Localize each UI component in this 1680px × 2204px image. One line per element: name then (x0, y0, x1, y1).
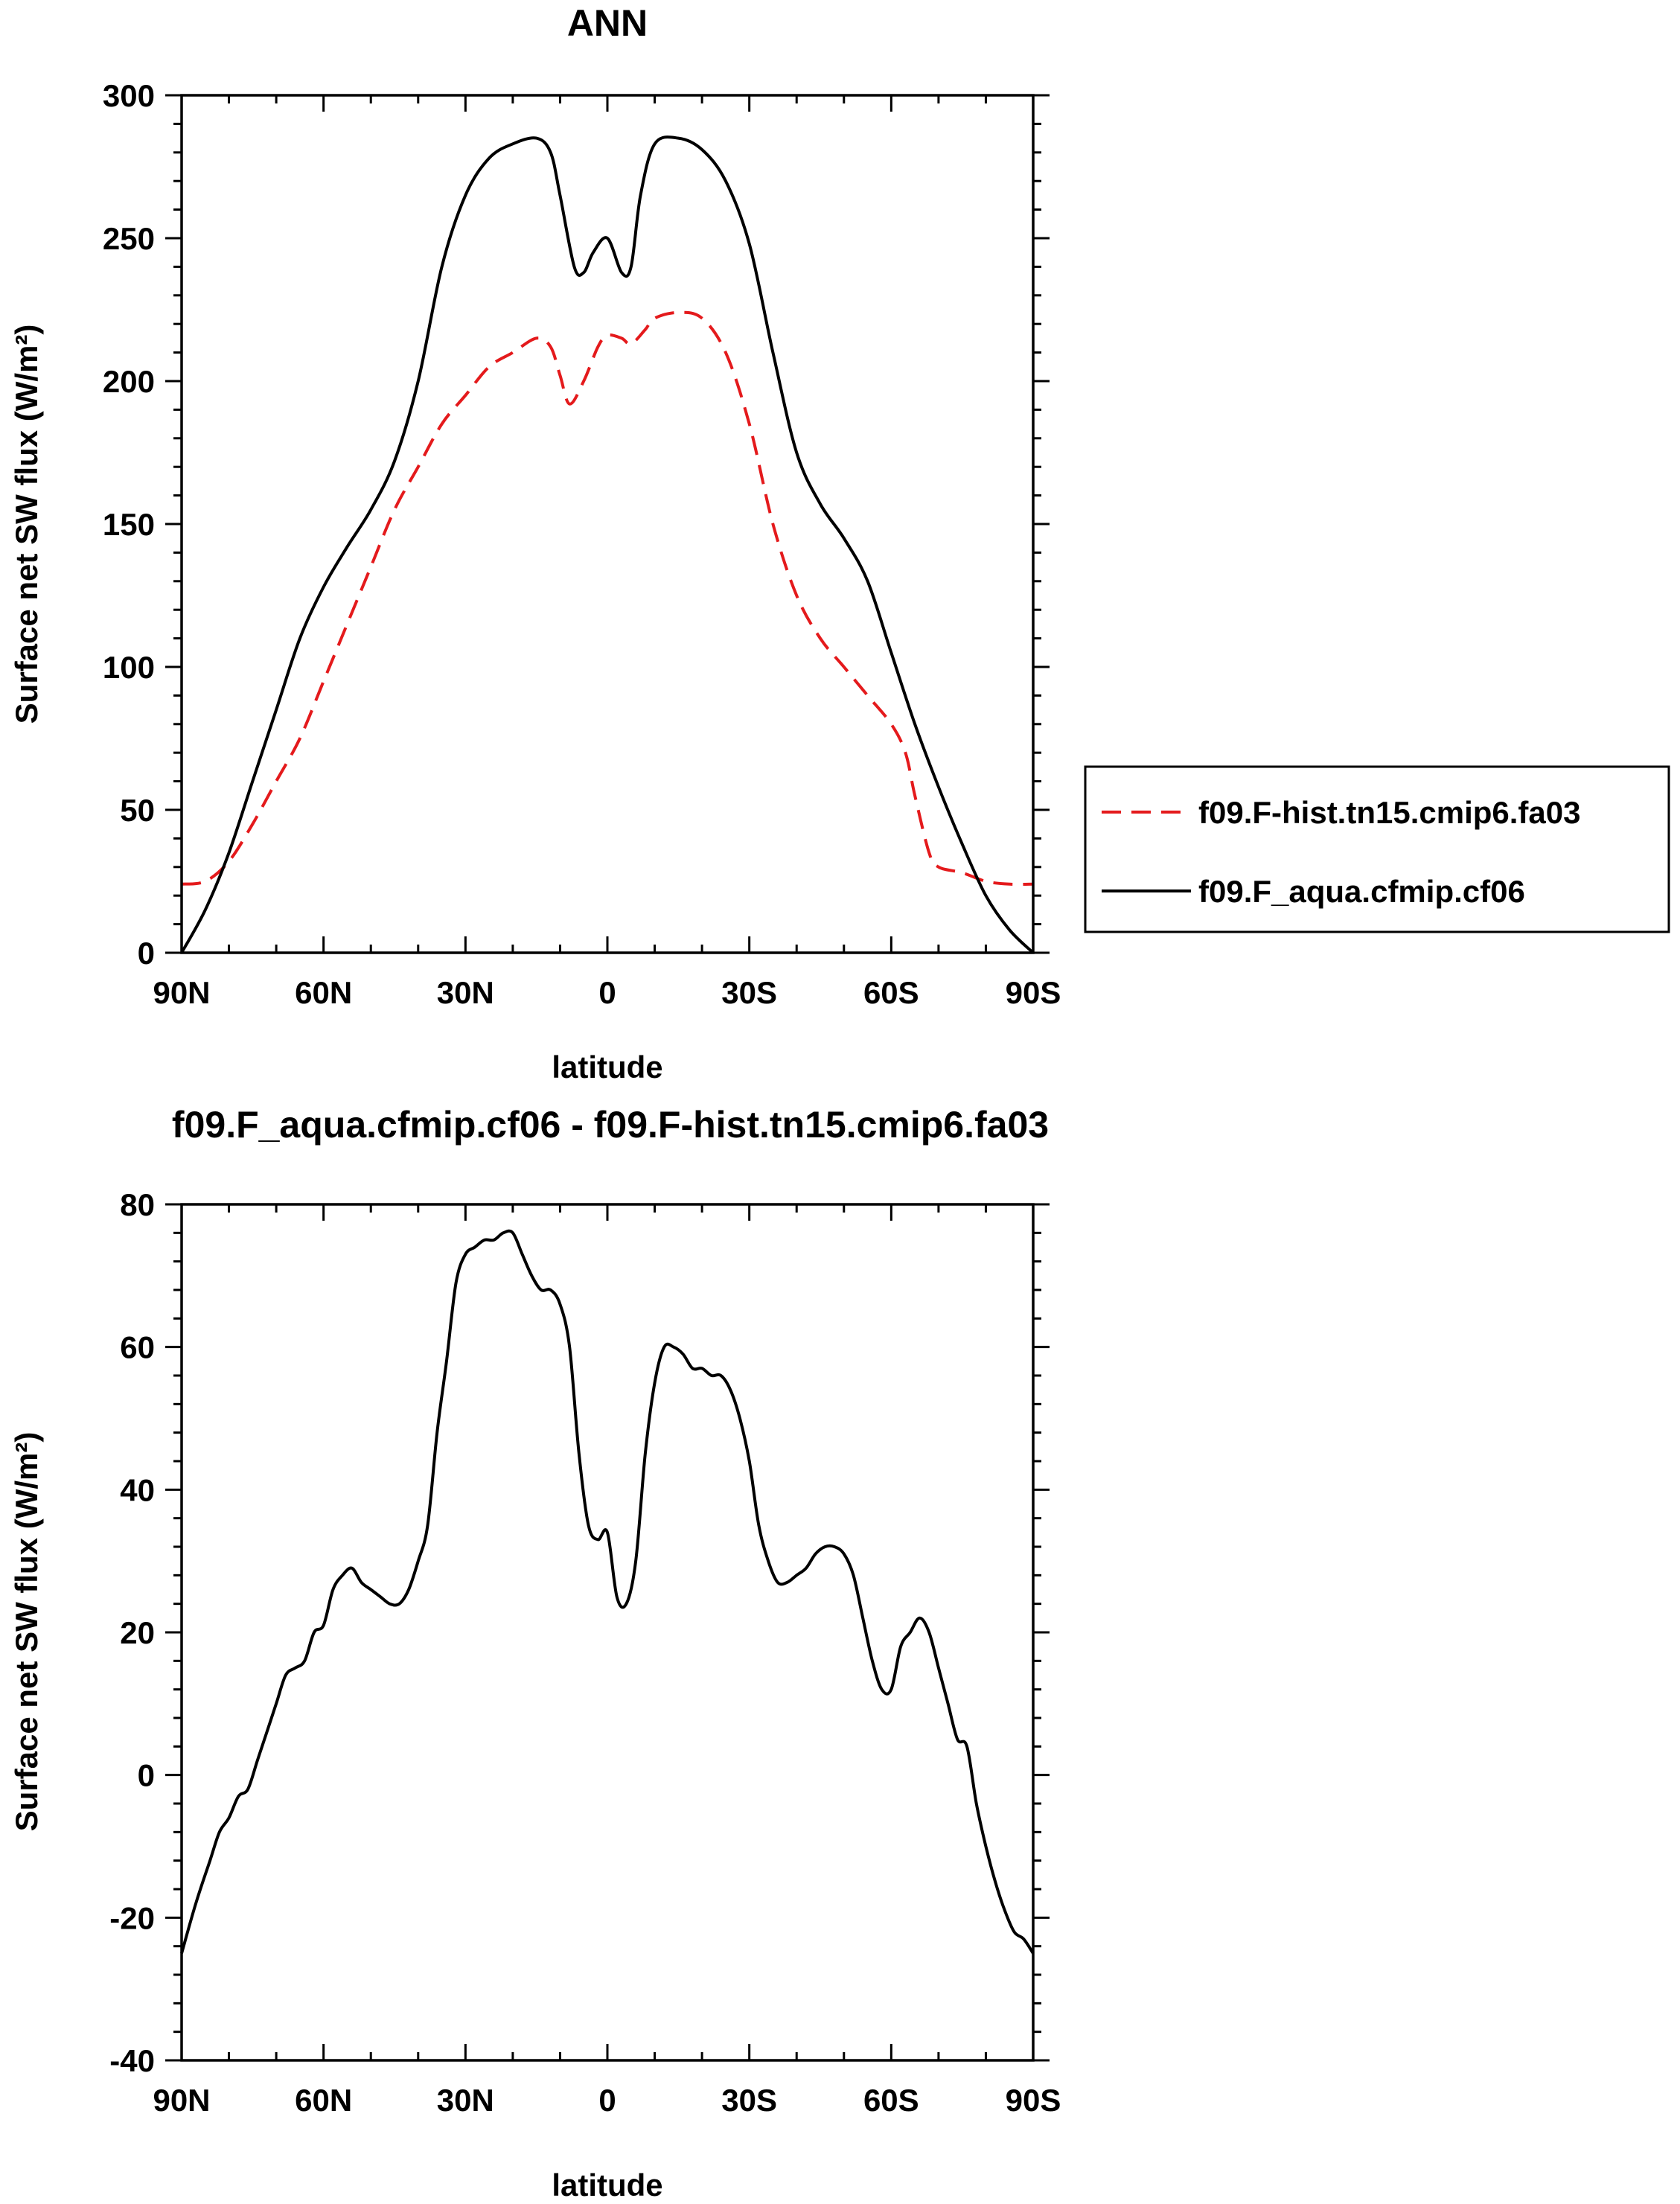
bottom-y-axis-label: Surface net SW flux (W/m²) (9, 1432, 44, 1832)
bottom-chart-title: f09.F_aqua.cfmip.cf06 - f09.F-hist.tn15.… (172, 1104, 1049, 1146)
bottom-x-tick-label: 30S (721, 2083, 777, 2118)
top-chart-title: ANN (567, 2, 648, 44)
bottom-y-tick-label: 20 (120, 1615, 155, 1650)
top-y-tick-label: 250 (103, 221, 155, 256)
bottom-x-tick-label: 0 (598, 2083, 616, 2118)
top-x-tick-label: 30S (721, 975, 777, 1010)
bottom-y-tick-label: -20 (109, 1900, 155, 1935)
top-x-tick-label: 90N (153, 975, 210, 1010)
top-series-line-1 (180, 135, 1035, 954)
bottom-y-tick-label: -40 (109, 2043, 155, 2078)
top-y-tick-label: 300 (103, 78, 155, 113)
bottom-x-tick-label: 30N (437, 2083, 494, 2118)
bottom-x-tick-label: 90N (153, 2083, 210, 2118)
top-series-line-0 (181, 310, 1034, 887)
bottom-x-tick-label: 60S (863, 2083, 919, 2118)
top-x-tick-label: 90S (1006, 975, 1061, 1010)
legend-box (1084, 765, 1670, 933)
top-x-tick-label: 0 (598, 975, 616, 1010)
top-y-axis-label: Surface net SW flux (W/m²) (9, 325, 44, 724)
top-y-tick-label: 150 (103, 507, 155, 542)
bottom-x-axis-label: latitude (552, 2168, 662, 2203)
top-chart-panel: ANN 90N 60N 30N 0 30S 60S 90S 0 50 100 150 200 250 30… (9, 2, 1061, 1085)
bottom-plot-frame (180, 1203, 1035, 2062)
bottom-series-line-0 (180, 1229, 1035, 1955)
top-x-tick-label: 60S (863, 975, 919, 1010)
top-plot-frame (180, 94, 1035, 954)
top-x-tick-label: 60N (295, 975, 352, 1010)
bottom-x-tick-label: 60N (295, 2083, 352, 2118)
top-y-tick-label: 100 (103, 650, 155, 685)
bottom-y-tick-label: 0 (138, 1758, 155, 1793)
top-x-tick-label: 30N (437, 975, 494, 1010)
legend-label-hist: f09.F-hist.tn15.cmip6.fa03 (1198, 795, 1581, 830)
legend: f09.F-hist.tn15.cmip6.fa03 f09.F_aqua.cf… (1084, 765, 1670, 933)
bottom-chart-panel: f09.F_aqua.cfmip.cf06 - f09.F-hist.tn15.… (9, 1104, 1061, 2203)
top-y-tick-label: 50 (120, 793, 155, 828)
bottom-x-tick-label: 90S (1006, 2083, 1061, 2118)
bottom-y-tick-label: 80 (120, 1187, 155, 1222)
legend-label-aqua: f09.F_aqua.cfmip.cf06 (1198, 874, 1525, 909)
top-y-tick-label: 200 (103, 364, 155, 399)
bottom-y-tick-label: 60 (120, 1330, 155, 1365)
top-x-axis-label: latitude (552, 1050, 662, 1085)
bottom-y-tick-label: 40 (120, 1472, 155, 1507)
top-y-tick-label: 0 (138, 936, 155, 971)
